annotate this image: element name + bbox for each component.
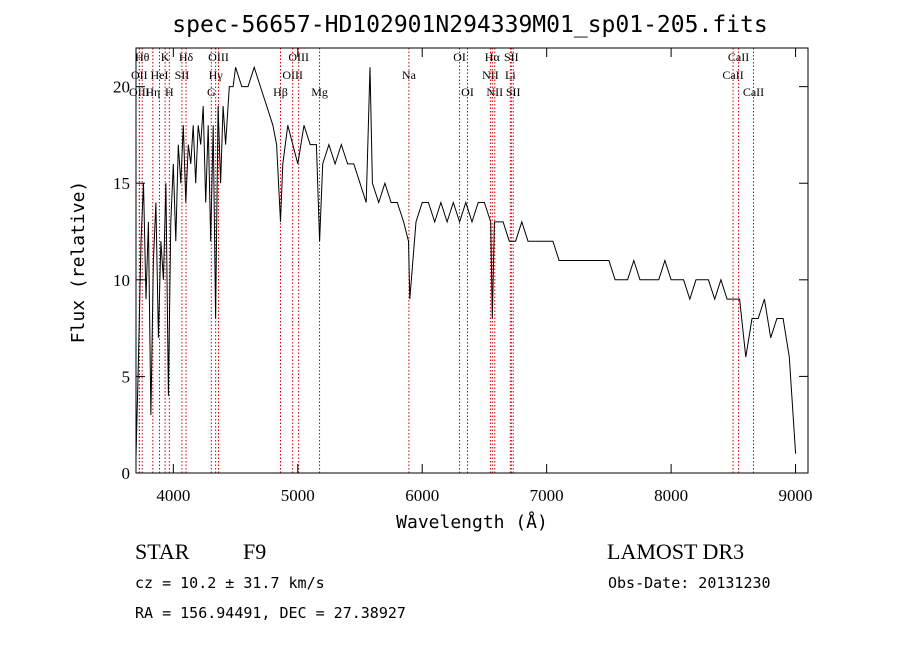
x-tick-label-4: 8000 xyxy=(654,486,688,505)
line-label-20: SII xyxy=(504,50,519,64)
survey-name: LAMOST DR3 xyxy=(607,539,745,564)
line-label-24: SII xyxy=(506,85,521,99)
y-tick-label-4: 20 xyxy=(113,78,130,97)
redshift-text: cz = 10.2 ± 31.7 km/s xyxy=(135,574,325,592)
y-tick-label-3: 15 xyxy=(113,174,130,193)
y-tick-label-1: 5 xyxy=(122,367,131,386)
line-label-14: Hβ xyxy=(273,85,288,99)
flux-series xyxy=(135,65,797,458)
line-label-22: Li xyxy=(505,68,516,82)
object-subclass: F9 xyxy=(243,539,267,564)
plot-frame xyxy=(135,47,809,474)
spectral-line-markers xyxy=(138,48,754,473)
line-label-15: Mg xyxy=(311,85,328,99)
line-label-25: CaII xyxy=(728,50,749,64)
line-label-18: OI xyxy=(461,85,474,99)
line-label-1: OII xyxy=(131,68,148,82)
chart-title: spec-56657-HD102901N294339M01_sp01-205.f… xyxy=(172,12,767,38)
line-label-3: Hη xyxy=(145,85,160,99)
x-tick-label-3: 7000 xyxy=(530,486,564,505)
coordinates: RA = 156.94491, DEC = 27.38927 xyxy=(135,604,406,622)
x-tick-label-5: 9000 xyxy=(779,486,813,505)
line-label-9: OIII xyxy=(208,50,229,64)
line-label-26: CaII xyxy=(722,68,743,82)
line-label-21: NII xyxy=(482,68,499,82)
x-tick-label-2: 6000 xyxy=(405,486,439,505)
x-axis-label: Wavelength (Å) xyxy=(396,511,548,533)
line-label-27: CaII xyxy=(743,85,764,99)
line-label-17: OI xyxy=(453,50,466,64)
line-label-10: Hγ xyxy=(209,68,224,82)
line-label-11: G xyxy=(207,85,216,99)
line-label-7: SII xyxy=(175,68,190,82)
object-class: STAR xyxy=(135,539,190,564)
axis-ticks: 4000 5000 6000 7000 8000 9000 0 5 10 15 20 xyxy=(113,48,813,505)
line-label-23: NII xyxy=(486,85,503,99)
y-axis-label: Flux (relative) xyxy=(68,181,89,344)
line-label-16: Na xyxy=(402,68,417,82)
line-label-8: Hδ xyxy=(179,50,194,64)
line-label-0: Hθ xyxy=(135,50,150,64)
x-tick-label-0: 4000 xyxy=(156,486,190,505)
line-label-2: OIII xyxy=(129,85,150,99)
line-label-4: HeI xyxy=(151,68,169,82)
flux-line-0 xyxy=(135,65,797,458)
line-label-12: OIII xyxy=(288,50,309,64)
line-label-6: H xyxy=(165,85,174,99)
line-label-13: OIII xyxy=(282,68,303,82)
y-tick-label-0: 0 xyxy=(122,464,131,483)
y-tick-label-2: 10 xyxy=(113,271,130,290)
line-label-5: K xyxy=(161,50,170,64)
line-label-19: Hα xyxy=(485,50,501,64)
obs-date: Obs-Date: 20131230 xyxy=(608,574,771,592)
x-tick-label-1: 5000 xyxy=(281,486,315,505)
